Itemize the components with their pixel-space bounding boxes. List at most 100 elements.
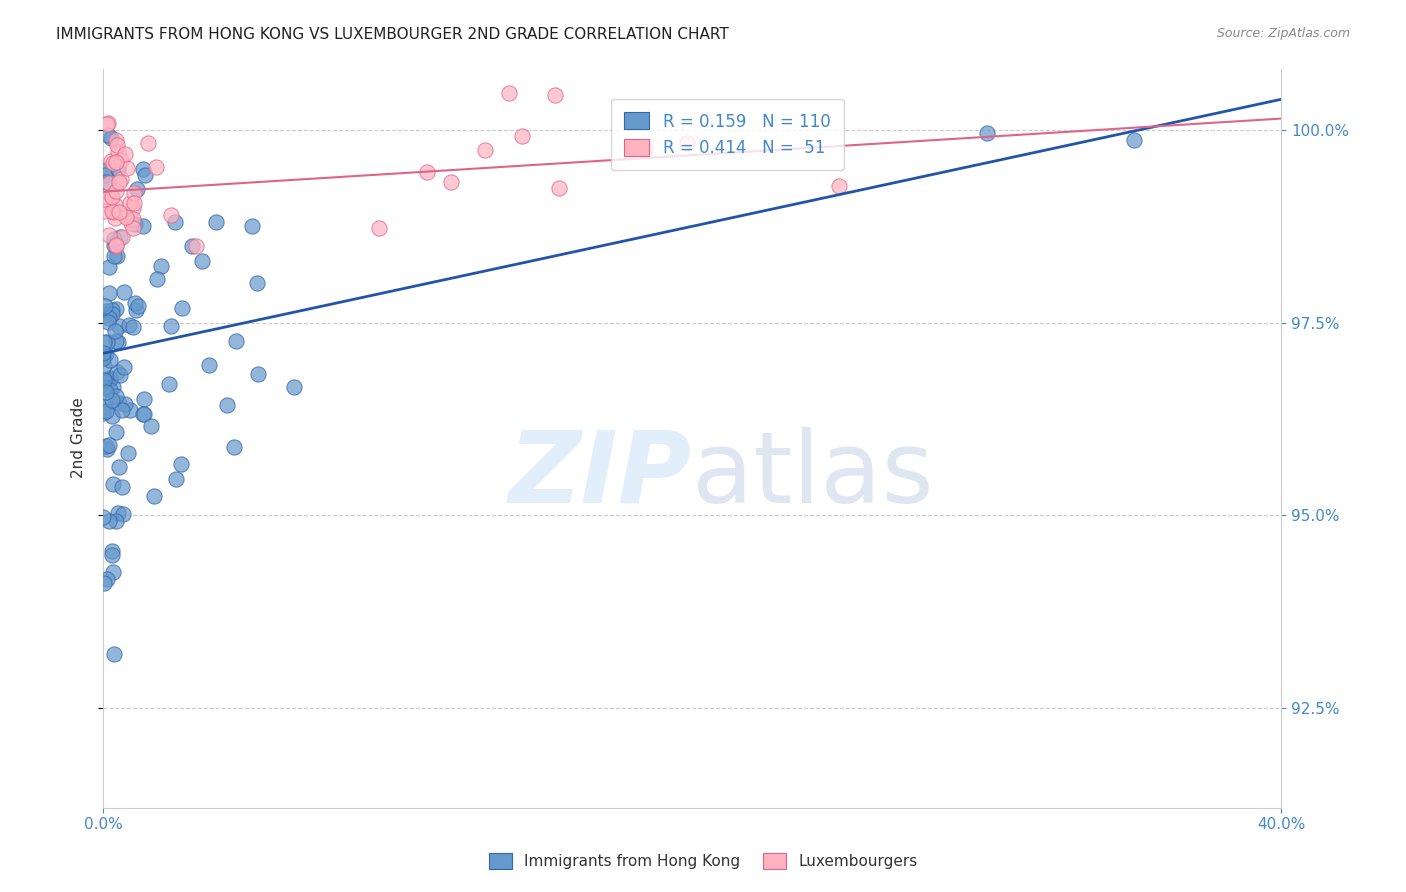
Point xyxy=(100,372,122,386)
Point xyxy=(101,205,124,219)
Point xyxy=(544,87,567,102)
Point xyxy=(157,376,180,391)
Point xyxy=(111,230,134,244)
Point xyxy=(150,259,173,273)
Point xyxy=(115,210,138,224)
Point xyxy=(132,161,155,176)
Point xyxy=(93,334,115,349)
Point xyxy=(198,359,221,373)
Point xyxy=(98,371,121,385)
Point xyxy=(107,145,129,159)
Point xyxy=(117,446,139,460)
Point xyxy=(122,211,145,226)
Point xyxy=(1122,133,1144,147)
Point xyxy=(98,353,121,368)
Point xyxy=(100,189,122,203)
Point xyxy=(184,238,207,252)
Point xyxy=(110,171,132,186)
Point xyxy=(110,153,132,167)
Point xyxy=(165,472,187,486)
Point xyxy=(191,254,214,268)
Point xyxy=(104,301,127,316)
Point xyxy=(112,360,135,375)
Point xyxy=(124,296,146,310)
Point xyxy=(96,442,118,457)
Point xyxy=(101,380,124,394)
Point xyxy=(100,130,122,145)
Point xyxy=(96,175,118,189)
Point xyxy=(160,318,183,333)
Point xyxy=(96,334,118,349)
Point xyxy=(100,543,122,558)
Point xyxy=(103,156,125,170)
Point xyxy=(97,285,120,300)
Point xyxy=(108,459,131,474)
Point xyxy=(97,514,120,528)
Point xyxy=(120,196,142,211)
Point xyxy=(94,379,117,393)
Point xyxy=(131,407,153,421)
Point xyxy=(100,372,122,386)
Point xyxy=(98,310,121,325)
Point xyxy=(114,147,136,161)
Point xyxy=(100,153,122,168)
Point xyxy=(121,201,143,215)
Point xyxy=(104,425,127,439)
Point xyxy=(94,193,117,207)
Point xyxy=(93,373,115,387)
Point xyxy=(104,389,127,403)
Point xyxy=(132,392,155,406)
Point xyxy=(110,230,132,244)
Point xyxy=(101,203,124,218)
Point xyxy=(163,215,186,229)
Point xyxy=(108,396,131,410)
Point xyxy=(105,238,128,252)
Point xyxy=(246,367,269,381)
Point xyxy=(498,86,520,100)
Point xyxy=(134,407,156,421)
Point xyxy=(97,116,120,130)
Point xyxy=(122,186,145,200)
Point xyxy=(96,385,118,400)
Point xyxy=(105,365,128,379)
Y-axis label: 2nd Grade: 2nd Grade xyxy=(72,398,86,478)
Point xyxy=(107,335,129,350)
Point xyxy=(676,136,699,150)
Legend: R = 0.159   N = 110, R = 0.414   N =  51: R = 0.159 N = 110, R = 0.414 N = 51 xyxy=(612,99,844,170)
Point xyxy=(246,276,269,290)
Point xyxy=(96,117,118,131)
Point xyxy=(103,238,125,252)
Point xyxy=(96,439,118,453)
Point xyxy=(93,359,115,374)
Point xyxy=(105,514,128,528)
Point xyxy=(91,509,114,524)
Point xyxy=(112,285,135,299)
Point xyxy=(96,403,118,417)
Point xyxy=(440,175,463,189)
Point xyxy=(100,188,122,202)
Point xyxy=(474,144,496,158)
Point xyxy=(104,211,127,225)
Point xyxy=(976,126,998,140)
Point xyxy=(118,403,141,417)
Point xyxy=(98,228,121,243)
Point xyxy=(112,507,135,521)
Point xyxy=(124,217,146,231)
Point xyxy=(105,184,128,198)
Text: Source: ZipAtlas.com: Source: ZipAtlas.com xyxy=(1216,27,1350,40)
Point xyxy=(368,220,391,235)
Point xyxy=(134,168,156,182)
Text: atlas: atlas xyxy=(692,426,934,524)
Point xyxy=(124,196,146,211)
Point xyxy=(93,381,115,395)
Point xyxy=(101,477,124,491)
Point xyxy=(104,155,127,169)
Point xyxy=(91,345,114,359)
Point xyxy=(93,400,115,414)
Point xyxy=(103,232,125,246)
Point xyxy=(98,383,121,397)
Point xyxy=(107,162,129,177)
Text: IMMIGRANTS FROM HONG KONG VS LUXEMBOURGER 2ND GRADE CORRELATION CHART: IMMIGRANTS FROM HONG KONG VS LUXEMBOURGE… xyxy=(56,27,728,42)
Point xyxy=(127,299,149,313)
Point xyxy=(145,160,167,174)
